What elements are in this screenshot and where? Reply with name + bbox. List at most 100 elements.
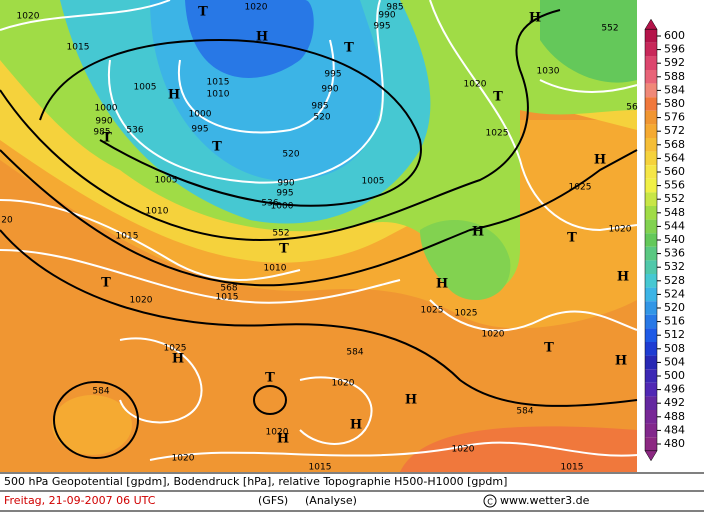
colorbar-frame: [644, 28, 658, 452]
colorbar-cell: [645, 410, 657, 424]
colorbar-label: 536: [664, 247, 685, 260]
colorbar-cell: [645, 206, 657, 220]
colorbar-cell: [645, 42, 657, 57]
contour-label: 584: [516, 407, 533, 417]
contour-label: 1020: [452, 445, 475, 455]
colorbar-cell: [645, 437, 657, 451]
pressure-center: T: [493, 90, 503, 105]
colorbar-cell: [645, 29, 657, 43]
contour-label: 552: [272, 229, 289, 239]
colorbar-cell: [645, 314, 657, 329]
colorbar-label: 580: [664, 97, 685, 110]
contour-label: 1025: [486, 129, 509, 139]
colorbar-label: 500: [664, 369, 685, 382]
colorbar-label: 552: [664, 192, 685, 205]
contour-label: 20: [1, 216, 13, 226]
pressure-center: T: [344, 41, 354, 56]
contour-label: 985: [93, 128, 110, 138]
colorbar-label: 596: [664, 43, 685, 56]
contour-label: 1020: [172, 454, 195, 464]
contour-label: 1000: [189, 110, 212, 120]
contour-label: 995: [324, 70, 341, 80]
colorbar-label: 484: [664, 423, 685, 436]
contour-label: 1025: [164, 344, 187, 354]
contour-label: 985: [386, 3, 403, 13]
pressure-center: H: [594, 153, 606, 168]
colorbar-label: 540: [664, 233, 685, 246]
contour-label: 1020: [130, 296, 153, 306]
colorbar-label: 564: [664, 151, 685, 164]
colorbar-cell: [645, 233, 657, 247]
pressure-center: H: [529, 11, 541, 26]
colorbar-cell: [645, 110, 657, 125]
pressure-center: H: [172, 352, 184, 367]
colorbar-label: 572: [664, 124, 685, 137]
pressure-center: H: [168, 88, 180, 103]
contour-label: 1005: [362, 177, 385, 187]
colorbar-label: 532: [664, 260, 685, 273]
contour-label: 1025: [455, 309, 478, 319]
colorbar-cell: [645, 246, 657, 261]
footer-copyright: www.wetter3.de: [500, 494, 590, 507]
colorbar-cell: [645, 165, 657, 179]
colorbar-label: 512: [664, 328, 685, 341]
contour-label: 990: [378, 11, 395, 21]
colorbar-cell: [645, 396, 657, 410]
footer-run: (Analyse): [305, 494, 357, 507]
contour-label: 584: [92, 387, 109, 397]
copyright-icon-letter: C: [487, 498, 493, 507]
pressure-center: T: [567, 231, 577, 246]
pressure-center: H: [615, 354, 627, 369]
colorbar-label: 588: [664, 70, 685, 83]
pressure-center: T: [265, 371, 275, 386]
contour-label: 520: [282, 150, 299, 160]
colorbar-cell: [645, 382, 657, 397]
contour-label: 1005: [155, 176, 178, 186]
contour-label: 990: [277, 179, 294, 189]
colorbar-label: 488: [664, 410, 685, 423]
isobars: [0, 0, 638, 461]
field-544: [420, 220, 511, 300]
colorbar-cell: [645, 56, 657, 70]
colorbar-cell: [645, 219, 657, 234]
colorbar-cell: [645, 178, 657, 193]
colorbar-label: 492: [664, 396, 685, 409]
contour-label: 1025: [421, 306, 444, 316]
contour-label: 990: [95, 117, 112, 127]
contour-label: 995: [191, 125, 208, 135]
pressure-center: T: [102, 131, 112, 146]
contour-label: 995: [373, 22, 390, 32]
contour-label: 584: [346, 348, 363, 358]
colorbar-cell: [645, 70, 657, 84]
field-540: [540, 0, 637, 83]
colorbar-cell: [645, 138, 657, 152]
colorbar-cell: [645, 369, 657, 383]
contour-label: 1020: [482, 330, 505, 340]
contour-label: 520: [313, 113, 330, 123]
colorbar-cell: [645, 260, 657, 274]
contour-label: 1020: [332, 379, 355, 389]
pressure-center: T: [101, 276, 111, 291]
colorbar-cell: [645, 192, 657, 206]
field-516: [185, 0, 314, 78]
contour-label: 1015: [67, 43, 90, 53]
field-572: [52, 395, 132, 455]
pressure-center: H: [617, 270, 629, 285]
contour-label: 1025: [569, 183, 592, 193]
copyright-icon: [483, 494, 497, 508]
colorbar-cell: [645, 97, 657, 111]
contour-label: 1020: [17, 12, 40, 22]
contour-label: 1000: [271, 202, 294, 212]
colorbar-cell: [645, 423, 657, 438]
pressure-center: T: [544, 341, 554, 356]
footer-description: 500 hPa Geopotential [gpdm], Bodendruck …: [4, 475, 507, 488]
pressure-center: H: [436, 277, 448, 292]
contour-label: 568: [220, 284, 237, 294]
pressure-center: H: [405, 393, 417, 408]
colorbar-cell: [645, 301, 657, 315]
contour-label: 1010: [146, 207, 169, 217]
contour-label: 1000: [95, 104, 118, 114]
